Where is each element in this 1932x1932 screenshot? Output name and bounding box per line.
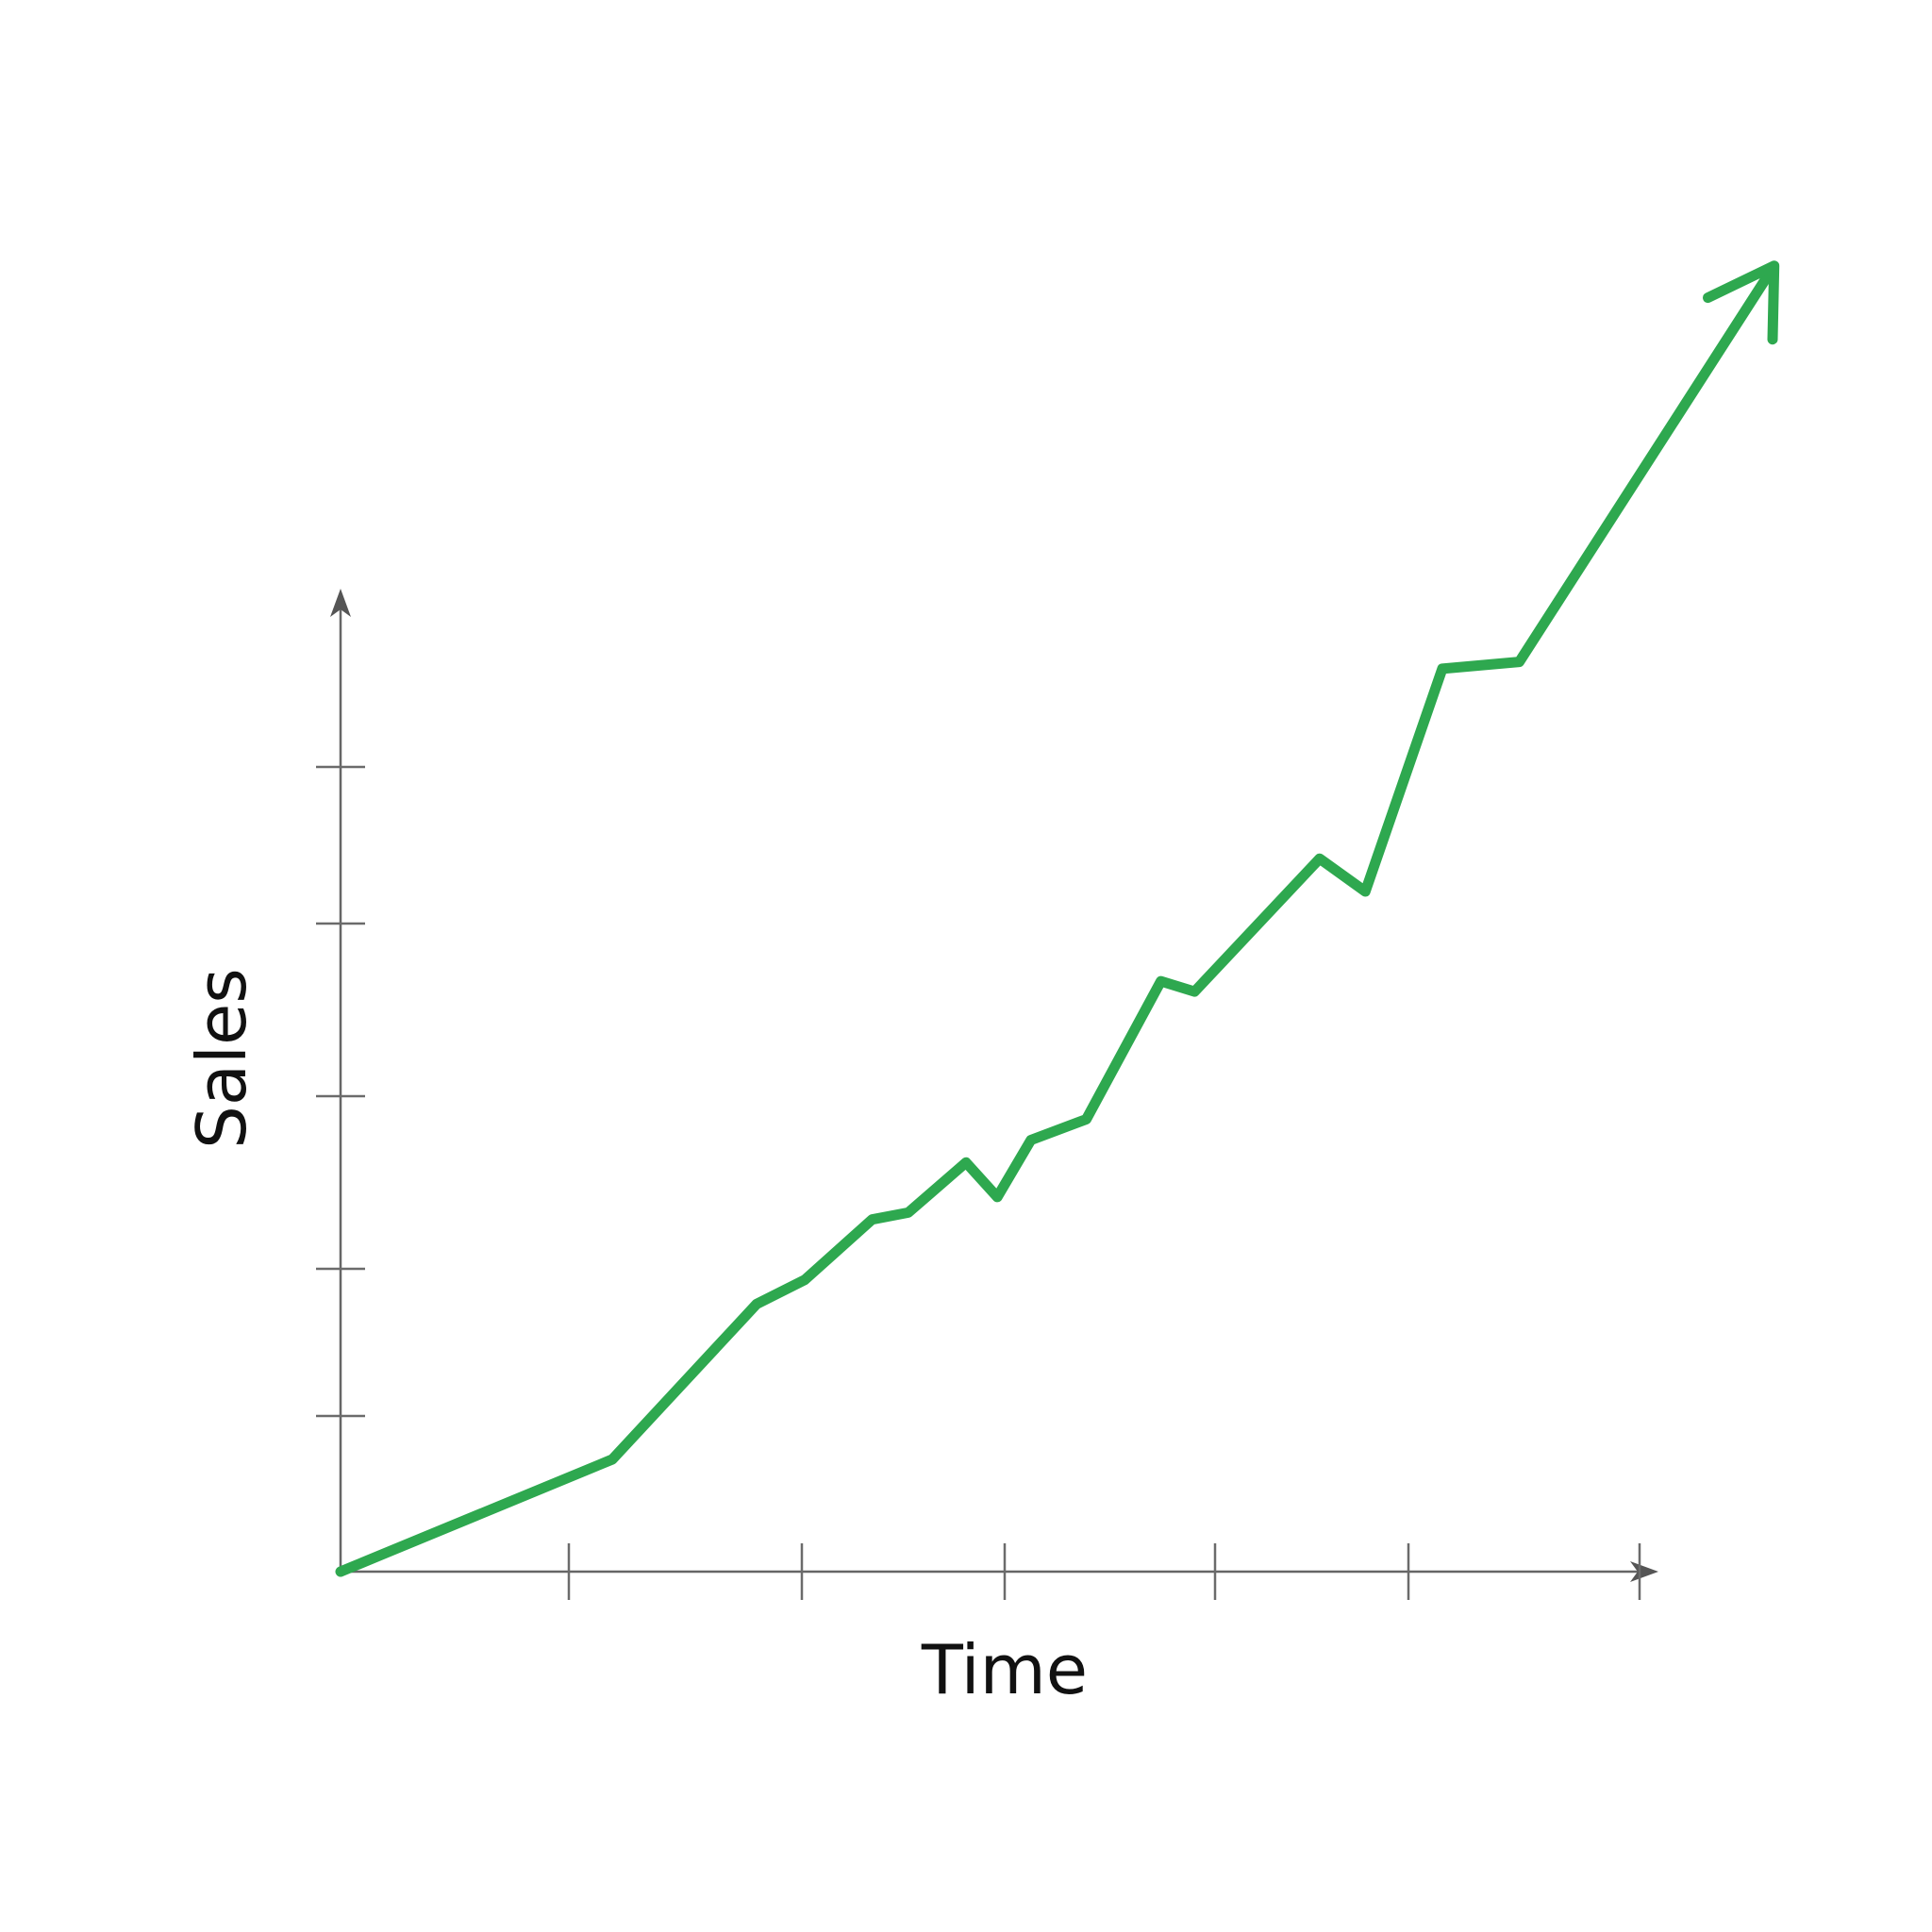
sales-line	[335, 272, 1773, 1577]
x-axis-title: Time	[921, 1630, 1088, 1709]
series	[335, 260, 1780, 1577]
ticks	[316, 765, 1641, 1600]
y-axis-arrow	[330, 589, 351, 617]
axes	[330, 589, 1658, 1582]
x-axis-arrow	[1630, 1561, 1658, 1582]
sales-line-arrowhead	[1703, 260, 1780, 345]
y-axis-title: Sales	[182, 968, 261, 1149]
